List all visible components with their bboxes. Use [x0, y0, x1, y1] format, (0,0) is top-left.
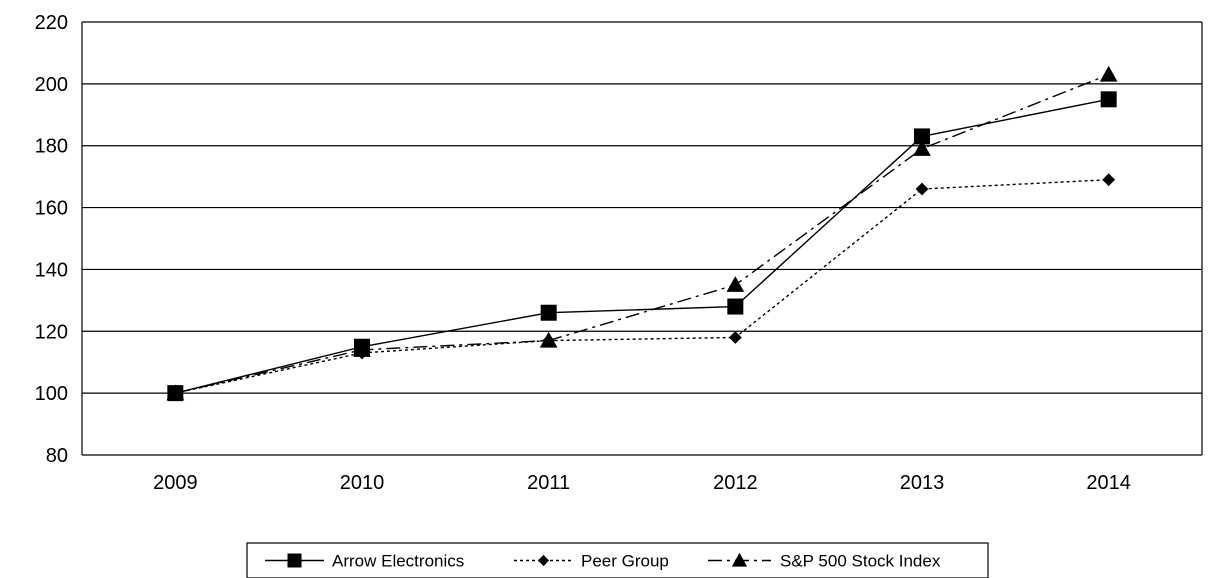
legend-label: S&P 500 Stock Index	[780, 552, 941, 571]
legend-entry: Arrow Electronics	[265, 552, 464, 571]
y-tick-label: 100	[35, 383, 68, 405]
square-marker	[1100, 91, 1117, 108]
series-s-p-500-stock-index	[166, 65, 1118, 401]
square-marker	[914, 128, 930, 145]
x-tick-label: 2013	[900, 472, 945, 494]
diamond-marker	[1102, 173, 1116, 187]
triangle-marker	[726, 276, 745, 292]
x-axis-ticks: 2009 2010 2011 2012 2013 2014	[153, 472, 1131, 494]
y-tick-label: 160	[35, 198, 68, 220]
legend-entry: Peer Group	[514, 552, 669, 571]
series-line	[175, 73, 1109, 394]
series-line	[175, 179, 1109, 394]
y-tick-label: 200	[35, 74, 68, 96]
square-marker	[727, 298, 744, 315]
y-axis-ticks: 80 100 120 140 160 180 200 220	[35, 12, 68, 467]
y-tick-label: 80	[46, 445, 68, 467]
legend-label: Arrow Electronics	[332, 552, 464, 571]
plot-frame	[81, 22, 1203, 456]
legend: Arrow Electronics Peer Group S&P 500 Stock…	[246, 542, 989, 578]
series-line	[175, 98, 1109, 394]
diamond-marker	[728, 331, 742, 344]
triangle-marker	[913, 140, 931, 156]
legend-entry: S&P 500 Stock Index	[708, 552, 941, 571]
triangle-marker	[353, 341, 371, 357]
gridlines	[82, 21, 1202, 394]
x-tick-label: 2009	[153, 472, 198, 494]
y-tick-label: 120	[35, 321, 68, 343]
series-arrow-electronics	[167, 91, 1117, 402]
diamond-marker	[915, 182, 929, 196]
triangle-marker	[1099, 65, 1118, 82]
x-tick-label: 2012	[713, 472, 758, 494]
square-marker	[540, 304, 557, 321]
diamond-marker	[537, 554, 550, 567]
legend-label: Peer Group	[581, 552, 669, 571]
x-tick-label: 2010	[340, 472, 385, 494]
series-group	[166, 65, 1118, 402]
triangle-marker	[166, 384, 185, 401]
y-tick-label: 140	[35, 259, 68, 281]
legend-box	[246, 542, 989, 578]
y-tick-label: 180	[35, 136, 68, 158]
y-tick-label: 220	[35, 12, 68, 34]
x-tick-label: 2014	[1086, 472, 1131, 494]
triangle-marker	[731, 552, 748, 567]
triangle-marker	[539, 331, 558, 348]
x-tick-label: 2011	[527, 472, 570, 494]
square-marker	[287, 553, 302, 568]
